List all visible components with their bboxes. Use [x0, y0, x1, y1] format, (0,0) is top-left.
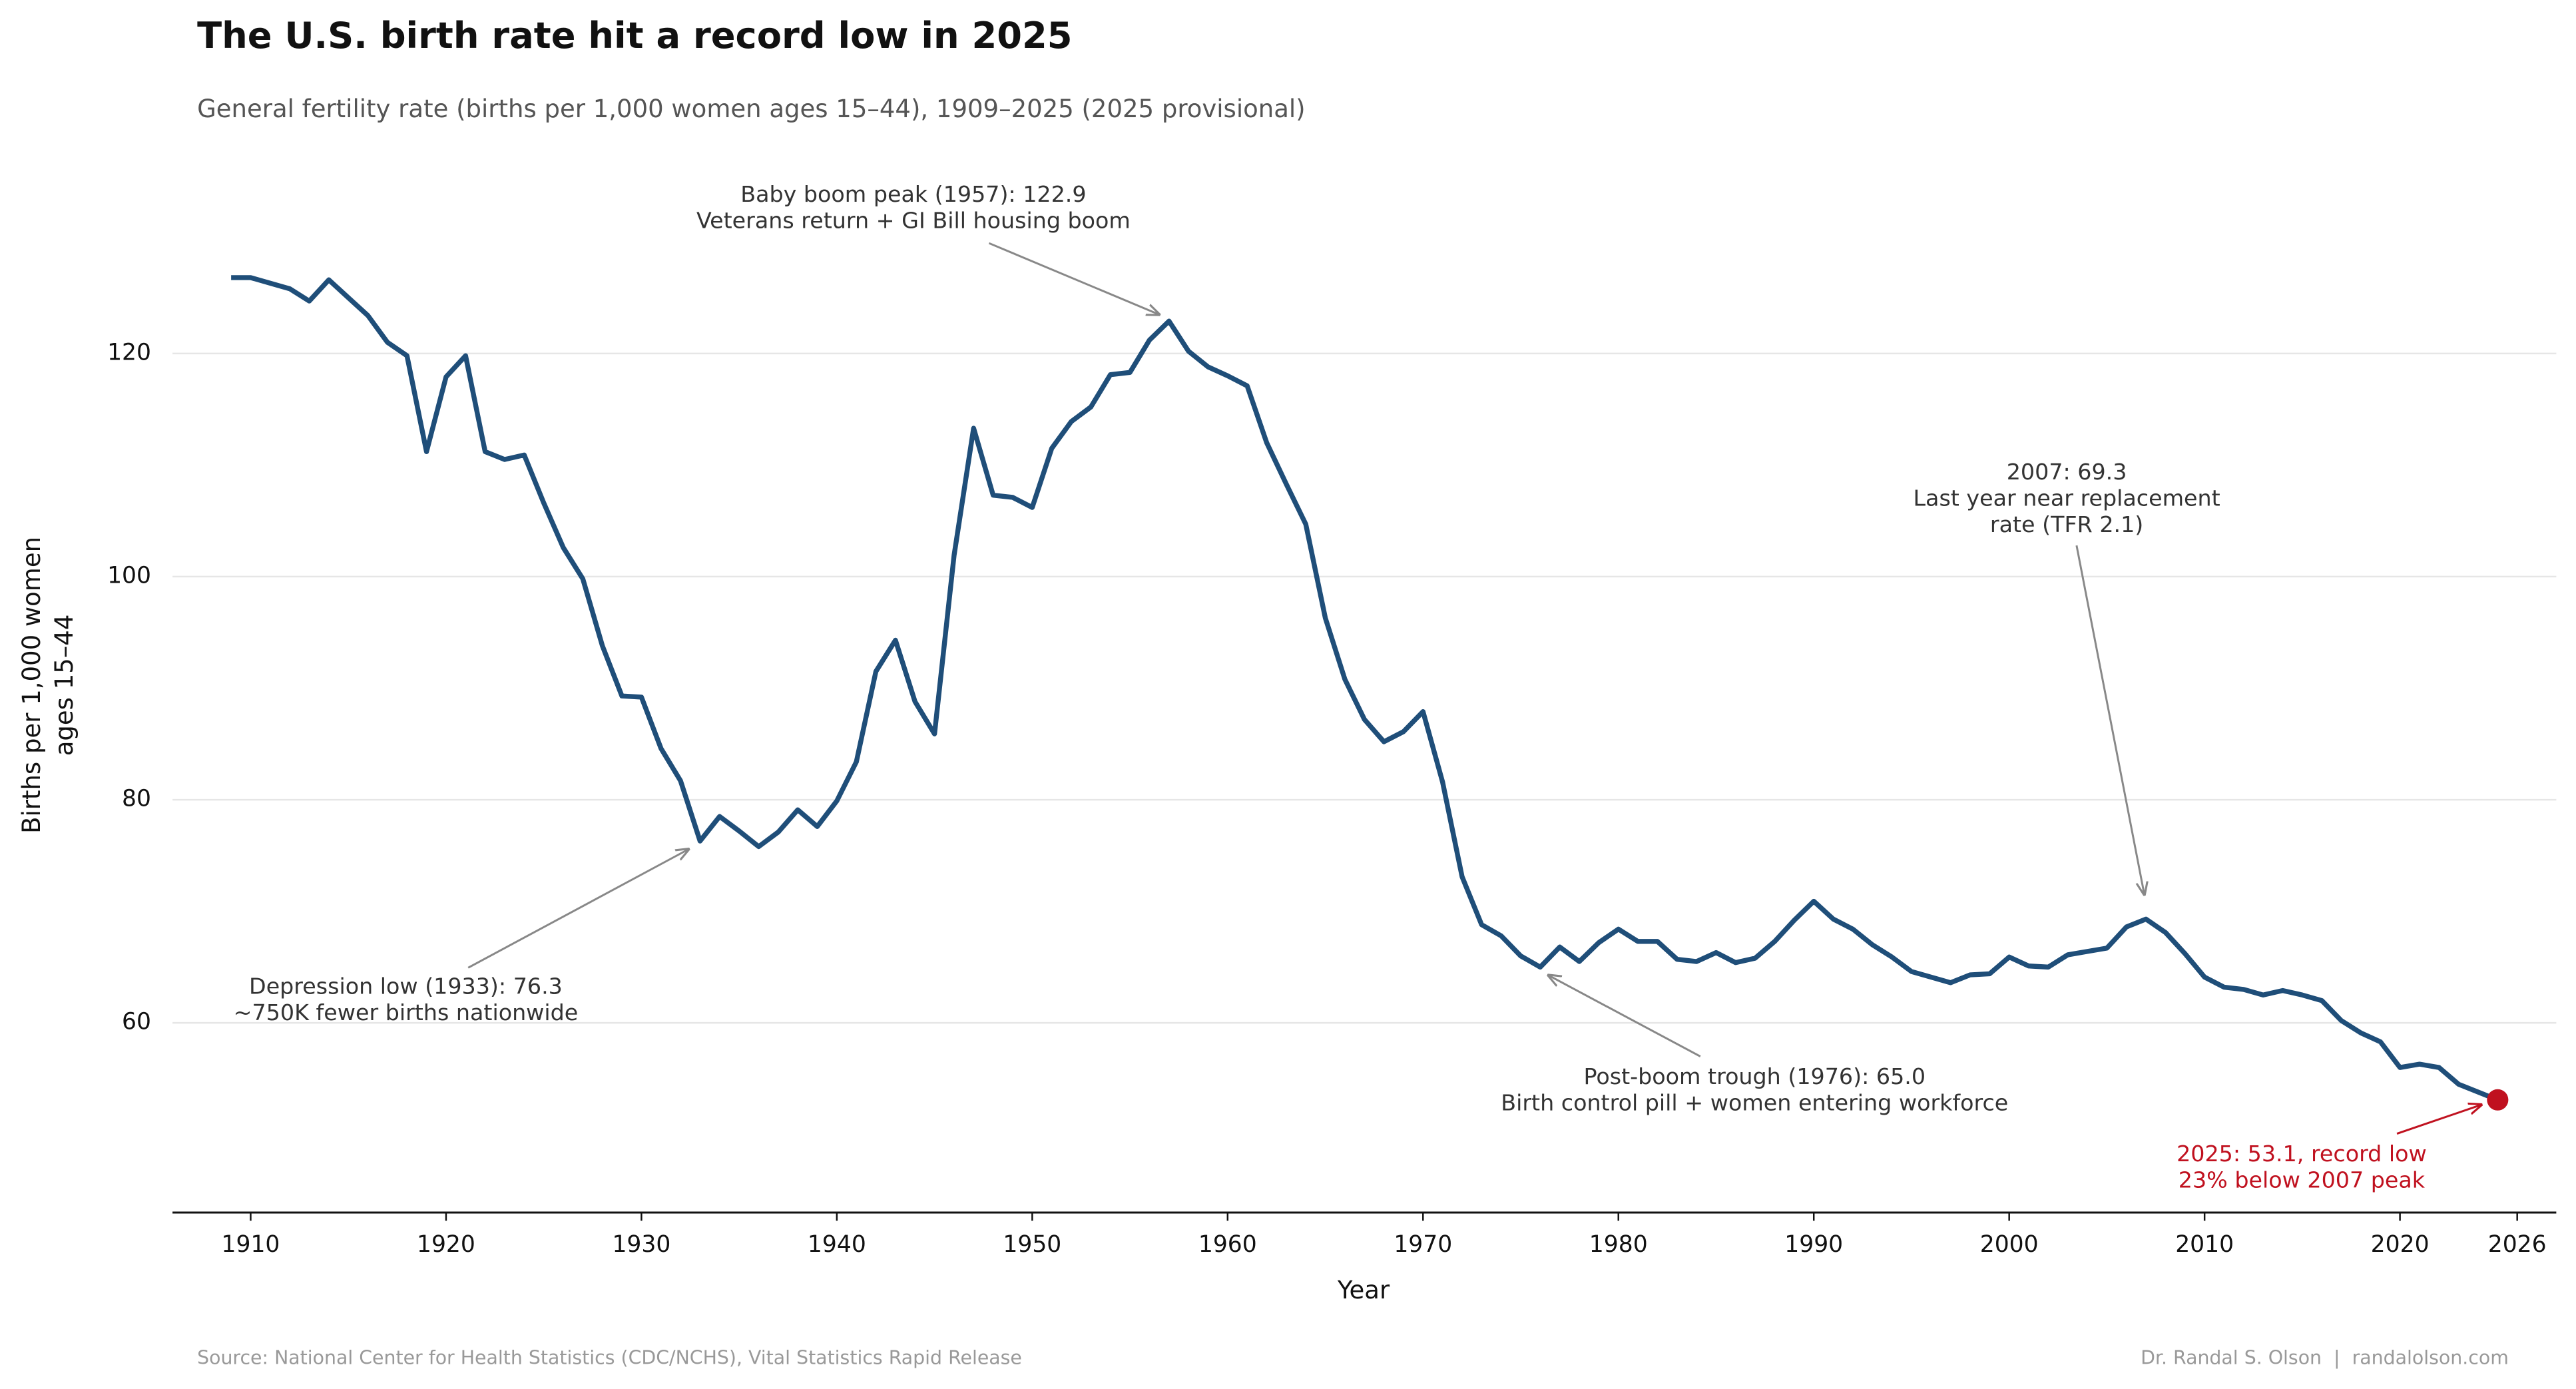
- x-tick-label: 1940: [808, 1231, 866, 1258]
- x-tick-label: 2010: [2175, 1231, 2234, 1258]
- annotation-text: Post-boom trough (1976): 65.0: [1583, 1063, 1926, 1089]
- x-tick-label: 1990: [1784, 1231, 1843, 1258]
- annotation-arrow: [467, 849, 688, 969]
- annotation-text: Birth control pill + women entering work…: [1501, 1090, 2008, 1116]
- annotation-text: 2025: 53.1, record low: [2177, 1141, 2427, 1167]
- y-axis-label: Births per 1,000 women: [17, 537, 46, 834]
- annotation-arrow: [988, 242, 1159, 314]
- annotation-text: 23% below 2007 peak: [2179, 1167, 2426, 1193]
- y-tick-label: 100: [107, 562, 151, 589]
- annotation-arrow: [1549, 975, 1701, 1057]
- annotation-text: 2007: 69.3: [2007, 459, 2127, 485]
- x-tick-label: 1980: [1589, 1231, 1648, 1258]
- x-tick-label: 1930: [612, 1231, 670, 1258]
- annotation-text: Veterans return + GI Bill housing boom: [696, 208, 1131, 234]
- y-axis-label: ages 15–44: [50, 615, 79, 756]
- y-tick-label: 120: [107, 339, 151, 366]
- x-tick-label: 2020: [2371, 1231, 2430, 1258]
- x-tick-label: 1950: [1003, 1231, 1061, 1258]
- source-note: Source: National Center for Health Stati…: [197, 1347, 1022, 1369]
- annotation-text: ~750K fewer births nationwide: [234, 999, 579, 1025]
- y-tick-label: 80: [122, 786, 151, 812]
- annotation-arrow: [2396, 1105, 2481, 1135]
- x-tick-label: 1970: [1394, 1231, 1452, 1258]
- annotation-text: Depression low (1933): 76.3: [249, 973, 563, 999]
- annotation-text: Baby boom peak (1957): 122.9: [740, 181, 1086, 207]
- chart-title: The U.S. birth rate hit a record low in …: [197, 15, 1072, 57]
- data-line: [231, 275, 2499, 1103]
- x-tick-label: 2026: [2488, 1231, 2547, 1258]
- x-tick-label: 2000: [1980, 1231, 2039, 1258]
- x-tick-label: 1910: [222, 1231, 280, 1258]
- highlight-point: [2487, 1089, 2509, 1111]
- annotation-arrow: [2075, 545, 2145, 894]
- chart-subtitle: General fertility rate (births per 1,000…: [197, 95, 1306, 123]
- x-axis-label: Year: [1337, 1276, 1390, 1304]
- x-tick-label: 1960: [1198, 1231, 1257, 1258]
- credit-note: Dr. Randal S. Olson | randalolson.com: [2141, 1347, 2509, 1369]
- annotation-text: rate (TFR 2.1): [1990, 511, 2143, 537]
- x-tick-label: 1920: [417, 1231, 475, 1258]
- y-tick-label: 60: [122, 1009, 151, 1035]
- annotation-text: Last year near replacement: [1913, 485, 2220, 511]
